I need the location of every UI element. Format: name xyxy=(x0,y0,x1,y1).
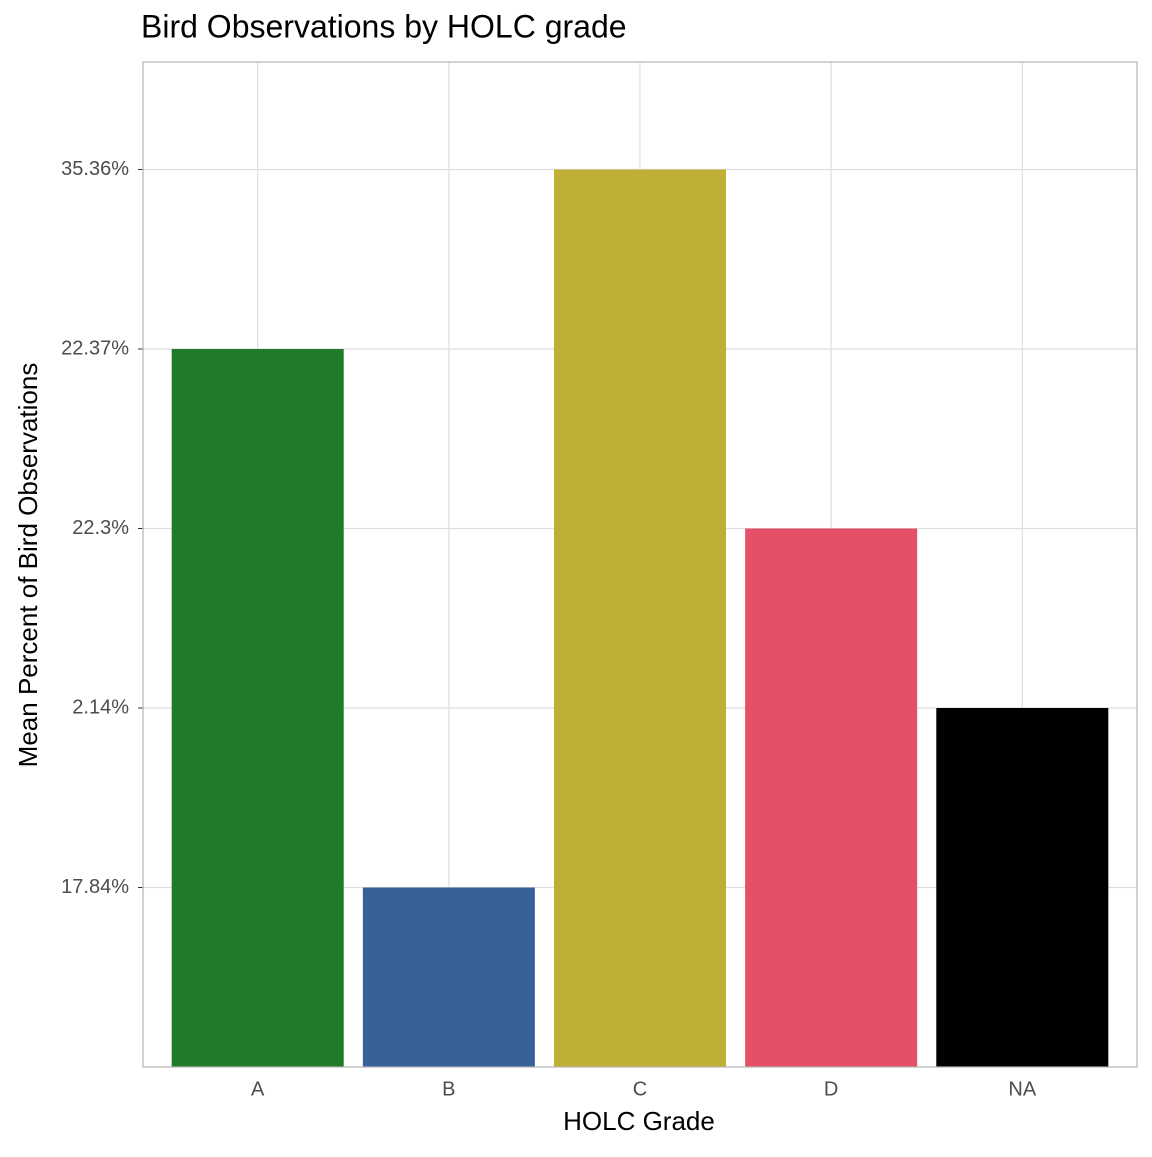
bar xyxy=(171,349,344,1067)
chart-title: Bird Observations by HOLC grade xyxy=(141,8,627,44)
x-tick-label: C xyxy=(633,1078,647,1100)
x-tick-label: D xyxy=(824,1078,838,1100)
x-tick-label: NA xyxy=(1008,1078,1036,1100)
bar xyxy=(362,887,535,1067)
bar xyxy=(553,169,727,1067)
bar xyxy=(745,528,918,1067)
y-tick-label: 2.14% xyxy=(72,696,129,718)
y-axis-label: Mean Percent of Bird Observations xyxy=(13,363,43,768)
x-tick-label: B xyxy=(442,1078,455,1100)
x-tick-label: A xyxy=(251,1078,265,1100)
y-tick-label: 22.3% xyxy=(72,517,129,539)
y-tick-label: 22.37% xyxy=(61,337,129,359)
x-axis-label: HOLC Grade xyxy=(563,1106,715,1136)
y-tick-label: 17.84% xyxy=(61,876,129,898)
bars xyxy=(171,169,1109,1067)
y-tick-label: 35.36% xyxy=(61,158,129,180)
panel-border xyxy=(142,61,1138,1068)
bar xyxy=(936,708,1109,1067)
